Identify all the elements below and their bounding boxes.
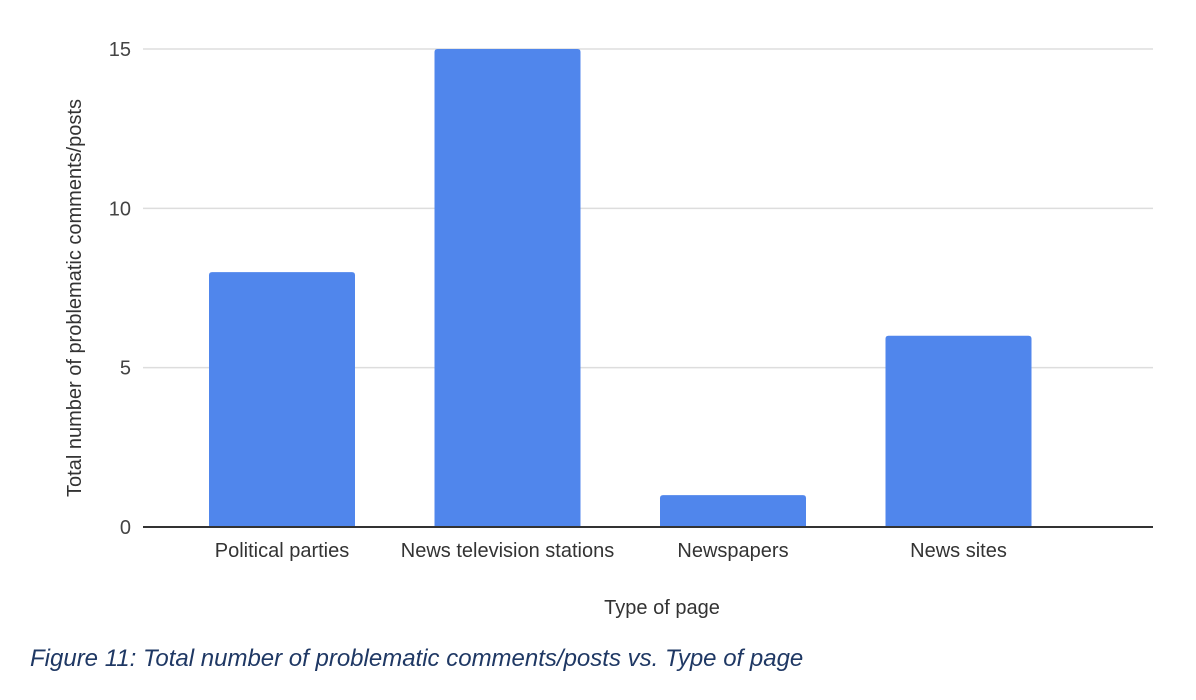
y-tick-label: 0 <box>120 517 131 539</box>
x-tick-label: News television stations <box>401 540 614 562</box>
bar-news-sites <box>885 335 1032 527</box>
bars <box>209 49 1032 527</box>
figure-caption: Figure 11: Total number of problematic c… <box>30 645 804 672</box>
x-tick-label: Political parties <box>215 540 350 562</box>
x-tick-label: Newspapers <box>677 540 788 562</box>
bar-news-television-stations <box>434 49 581 527</box>
x-tick-label: News sites <box>910 540 1007 562</box>
x-axis-title: Type of page <box>604 597 720 619</box>
bar-political-parties <box>209 272 355 527</box>
y-tick-label: 5 <box>120 358 131 380</box>
y-tick-label: 10 <box>109 198 131 220</box>
y-tick-label: 15 <box>109 39 131 61</box>
bar-newspapers <box>660 495 806 527</box>
y-tick-labels: 0 5 10 15 <box>109 39 131 539</box>
x-tick-labels: Political parties News television station… <box>215 540 1007 562</box>
y-axis-title: Total number of problematic comments/pos… <box>64 99 86 497</box>
